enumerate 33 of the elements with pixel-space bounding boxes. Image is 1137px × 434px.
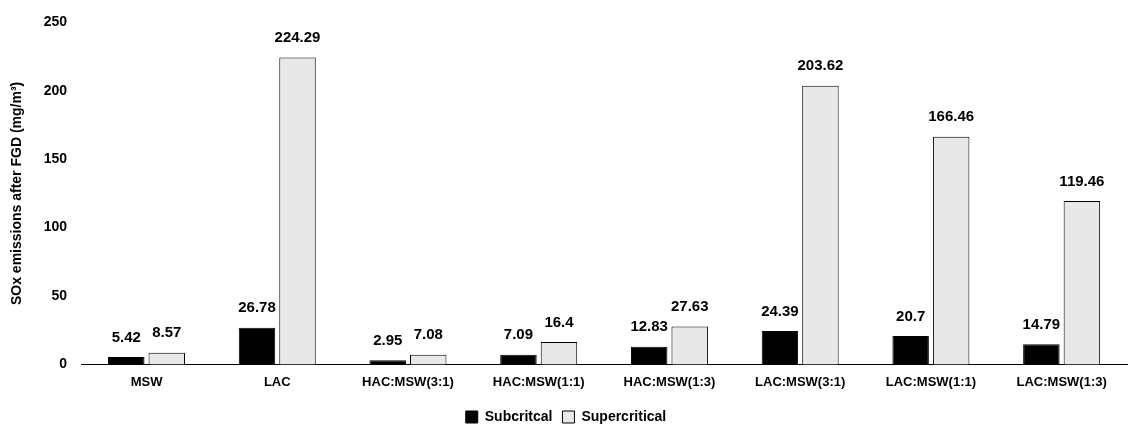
x-tick-label: LAC:MSW(1:1): [885, 373, 977, 389]
data-label: 20.7: [896, 306, 926, 324]
x-tick-label: HAC:MSW(3:1): [362, 373, 454, 389]
data-label: 8.57: [152, 323, 182, 341]
y-axis-title: SOx emissions after FGD (mg/m³): [8, 81, 25, 306]
data-label: 26.78: [238, 298, 276, 316]
y-tick-label: 200: [43, 81, 68, 98]
data-label: 119.46: [1059, 171, 1105, 189]
data-label: 14.79: [1022, 314, 1061, 332]
legend-label: Supercritical: [581, 407, 667, 424]
data-label: 16.4: [544, 312, 575, 330]
y-tick-label: 50: [51, 286, 68, 303]
data-label: 2.95: [373, 331, 403, 349]
data-label: 12.83: [630, 317, 668, 335]
data-label: 24.39: [761, 301, 799, 319]
data-label: 7.08: [413, 325, 443, 343]
y-tick-label: 0: [59, 355, 68, 372]
x-tick-label: LAC:MSW(1:3): [1016, 373, 1107, 389]
data-label: 224.29: [274, 28, 321, 46]
y-tick-label: 100: [43, 218, 68, 235]
y-tick-label: 150: [43, 150, 68, 167]
x-tick-label: MSW: [130, 373, 164, 389]
y-tick-label: 250: [43, 13, 68, 30]
data-label: 5.42: [111, 327, 141, 345]
data-label: 166.46: [928, 107, 975, 125]
x-tick-label: HAC:MSW(1:3): [623, 373, 716, 389]
x-tick-label: HAC:MSW(1:1): [492, 373, 585, 389]
data-label: 7.09: [503, 325, 534, 343]
data-label: 203.62: [797, 56, 844, 74]
x-tick-label: LAC:MSW(3:1): [755, 373, 846, 389]
legend-label: Subcritcal: [484, 407, 553, 424]
x-tick-label: LAC: [263, 373, 292, 389]
data-label: 27.63: [670, 297, 709, 315]
